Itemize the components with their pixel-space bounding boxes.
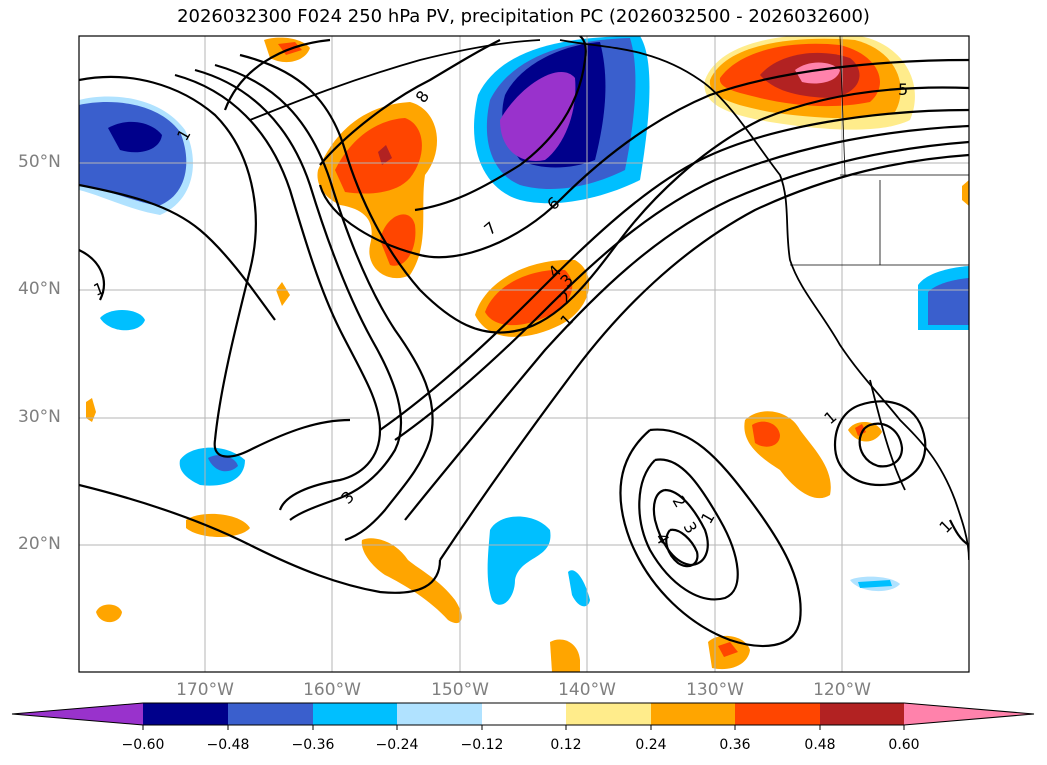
political-borders [790, 36, 969, 266]
precip-pos-area [378, 145, 392, 165]
precip-neg-area [100, 309, 145, 331]
contour-label: 5 [898, 80, 908, 99]
precip-fill-layer [79, 36, 969, 672]
colorbar-tick-label: −0.12 [460, 737, 504, 753]
colorbar-tick-label: 0.48 [804, 737, 836, 753]
pv-contour [79, 249, 105, 301]
colorbar-swatch [566, 703, 651, 725]
colorbar-extend-high [904, 703, 1034, 725]
lon-label-120w: 120°W [813, 680, 871, 700]
pv-contour [239, 53, 969, 334]
colorbar-swatch [735, 703, 820, 725]
precip-pos-area [485, 269, 573, 326]
precip-neg-area [858, 580, 892, 588]
pv-contour [223, 38, 331, 111]
lon-label-170w: 170°W [176, 680, 234, 700]
pv-contour [949, 519, 969, 546]
precip-pos-area [186, 513, 250, 537]
pv-contour [858, 422, 904, 468]
colorbar-tick-label: 0.12 [550, 737, 582, 753]
precip-pos-area [86, 398, 96, 422]
colorbar-tick-label: −0.48 [206, 737, 250, 753]
colorbar-swatch [651, 703, 735, 725]
lat-label-20n: 20°N [18, 534, 61, 554]
precip-pos-area [361, 538, 462, 624]
pv-contour [319, 39, 501, 166]
colorbar-swatch [143, 703, 228, 725]
pv-contour [638, 458, 739, 601]
contour-label: 2 [669, 493, 691, 511]
pv-contour [414, 36, 587, 212]
contour-label: 8 [412, 87, 433, 106]
pv-contour [174, 73, 382, 511]
lat-label-40n: 40°N [18, 279, 61, 299]
colorbar-swatch [228, 703, 313, 725]
lon-label-140w: 140°W [558, 680, 616, 700]
pv-contour [439, 153, 969, 561]
precip-pos-area [962, 180, 969, 206]
lon-label-160w: 160°W [303, 680, 361, 700]
pv-contour [79, 75, 351, 458]
colorbar-tick-label: −0.24 [375, 737, 419, 753]
pv-contour [404, 140, 969, 521]
colorbar-tick-label: 0.36 [719, 737, 751, 753]
colorbar-tick-label: 0.24 [635, 737, 667, 753]
precip-pos-area [380, 214, 416, 266]
precip-pos-area [335, 118, 422, 194]
precip-pos-area [550, 639, 580, 672]
pv-contour [79, 183, 276, 321]
colorbar-swatch [482, 703, 566, 725]
precip-pos-area [718, 642, 738, 657]
precip-pos-area [855, 424, 866, 436]
pv-contour [79, 483, 442, 594]
coastline [249, 39, 969, 561]
colorbar-tick-label: 0.60 [888, 737, 920, 753]
colorbar-swatch [397, 703, 482, 725]
contour-label: 7 [480, 218, 500, 239]
pv-contour [665, 528, 699, 568]
pv-contour [379, 108, 969, 431]
lat-label-50n: 50°N [18, 152, 61, 172]
precip-pos-area [276, 282, 290, 306]
colorbar-tick-label: −0.60 [121, 737, 165, 753]
colorbar [11, 702, 1035, 730]
colorbar-tick-label: −0.36 [291, 737, 335, 753]
pv-contour [619, 428, 802, 648]
pv-contour [214, 63, 434, 542]
lon-label-150w: 150°W [431, 680, 489, 700]
precip-pos-area [96, 604, 122, 623]
precip-neg-area [487, 516, 551, 605]
map-frame [78, 35, 970, 673]
precip-neg-area [79, 102, 187, 206]
colorbar-extend-low [12, 703, 143, 725]
colorbar-swatch [313, 703, 397, 725]
precip-neg-area [108, 121, 162, 153]
lon-label-130w: 130°W [686, 680, 744, 700]
precip-neg-area [568, 570, 590, 607]
pv-contour [194, 68, 403, 521]
map-title: 2026032300 F024 250 hPa PV, precipitatio… [177, 6, 870, 27]
colorbar-swatch [820, 703, 904, 725]
lat-label-30n: 30°N [18, 407, 61, 427]
pv-contour [833, 400, 927, 487]
pv-contours [79, 36, 969, 648]
precip-pos-area [752, 421, 780, 447]
pv-contour [394, 124, 969, 441]
pv-contour [318, 58, 969, 259]
precip-neg-area [500, 72, 576, 161]
precip-neg-area [208, 455, 238, 472]
